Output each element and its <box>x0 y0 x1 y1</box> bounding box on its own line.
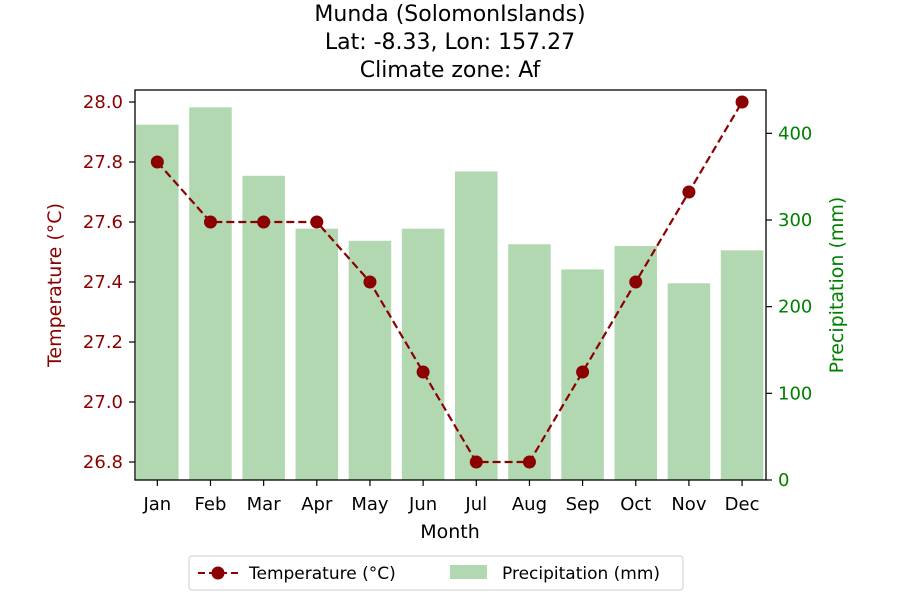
x-tick-label: Aug <box>512 494 547 515</box>
legend: Temperature (°C) Precipitation (mm) <box>188 555 684 591</box>
left-y-tick-label: 27.6 <box>83 212 123 233</box>
temperature-point-sep <box>576 365 590 379</box>
x-tick-label: Apr <box>301 494 333 515</box>
left-y-tick-label: 27.8 <box>83 152 123 173</box>
left-y-tick-label: 28.0 <box>83 92 123 113</box>
left-y-axis-label: Temperature (°C) <box>44 203 66 368</box>
precipitation-bar-aug <box>508 244 551 480</box>
legend-temperature-marker <box>211 566 225 580</box>
legend-temperature-label: Temperature (°C) <box>248 564 396 584</box>
x-axis: Jan Feb Mar Apr May Jun Jul Aug Sep Oct Nov Dec <box>142 480 760 515</box>
x-tick-label: Jun <box>408 494 437 515</box>
left-y-tick-label: 27.4 <box>83 272 123 293</box>
legend-precipitation-swatch <box>450 565 487 579</box>
left-y-axis: 26.8 27.0 27.2 27.4 27.6 27.8 28.0 <box>83 92 135 473</box>
right-y-tick-label: 200 <box>778 297 812 318</box>
left-y-tick-label: 27.2 <box>83 332 123 353</box>
temperature-point-jan <box>150 155 164 169</box>
x-tick-label: Jul <box>464 494 487 515</box>
temperature-point-mar <box>257 215 271 229</box>
left-y-tick-label: 27.0 <box>83 392 123 413</box>
precipitation-bar-feb <box>189 107 232 480</box>
precipitation-bars <box>136 107 764 481</box>
temperature-line <box>156 101 744 464</box>
precipitation-bar-jun <box>401 228 445 480</box>
x-tick-label: Mar <box>247 494 282 515</box>
plot-frame <box>134 89 767 481</box>
temperature-series <box>150 95 749 469</box>
right-y-tick-label: 100 <box>778 383 812 404</box>
precipitation-bar-jan <box>136 124 179 481</box>
temperature-point-jun <box>416 365 430 379</box>
x-tick-label: May <box>351 494 389 515</box>
chart-title: Munda (SolomonIslands) Lat: -8.33, Lon: … <box>314 2 585 83</box>
temperature-point-nov <box>682 185 696 199</box>
temperature-point-dec <box>735 95 749 109</box>
precipitation-bar-jul <box>455 171 498 480</box>
temperature-point-oct <box>629 275 643 289</box>
x-tick-label: Feb <box>195 494 227 515</box>
left-y-tick-label: 26.8 <box>83 452 123 473</box>
x-tick-label: Nov <box>671 494 706 515</box>
legend-precipitation-label: Precipitation (mm) <box>502 564 660 584</box>
x-tick-label: Oct <box>620 494 651 515</box>
legend-box <box>188 555 684 591</box>
right-y-tick-label: 300 <box>778 210 812 231</box>
precipitation-bar-dec <box>720 250 764 480</box>
title-line-location: Munda (SolomonIslands) <box>314 2 585 27</box>
x-tick-label: Jan <box>142 494 171 515</box>
x-axis-label: Month <box>420 521 480 543</box>
temperature-point-may <box>363 275 377 289</box>
title-line-climate-zone: Climate zone: Af <box>360 58 542 83</box>
title-line-coordinates: Lat: -8.33, Lon: 157.27 <box>325 30 575 55</box>
temperature-point-jul <box>469 455 483 469</box>
temperature-point-aug <box>522 455 536 469</box>
right-y-tick-label: 400 <box>778 123 812 144</box>
right-y-axis-label: Precipitation (mm) <box>826 197 848 374</box>
precipitation-bar-apr <box>295 228 339 480</box>
right-y-tick-label: 0 <box>778 470 789 491</box>
temperature-point-feb <box>203 215 217 229</box>
x-tick-label: Sep <box>566 494 600 515</box>
x-tick-label: Dec <box>725 494 760 515</box>
precipitation-bar-nov <box>667 283 711 480</box>
temperature-point-apr <box>310 215 324 229</box>
right-y-axis: 0 100 200 300 400 <box>766 123 812 491</box>
